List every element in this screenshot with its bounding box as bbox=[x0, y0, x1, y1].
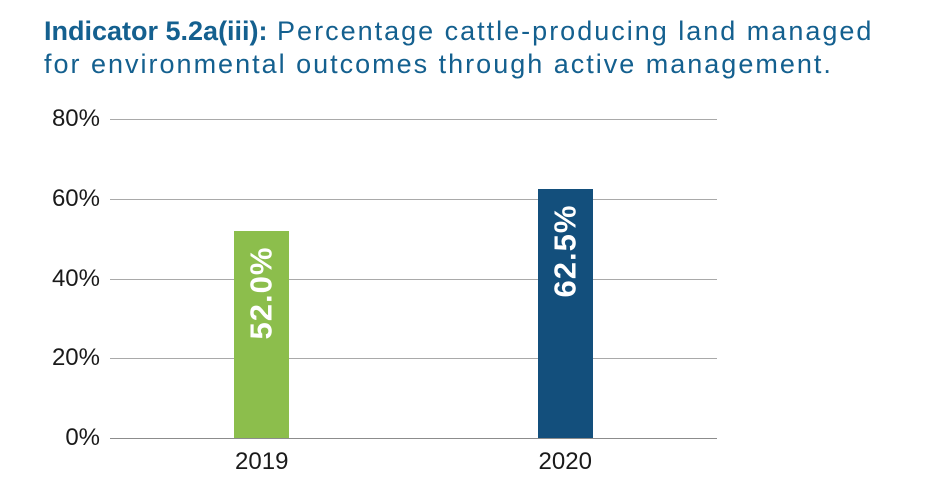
chart-title-bold: Indicator 5.2a(iii): bbox=[44, 16, 268, 46]
gridline-60% bbox=[110, 198, 717, 200]
bar-2020: 62.5% bbox=[537, 188, 593, 438]
bar-value-label: 52.0% bbox=[243, 246, 279, 340]
y-axis-tick-label: 60% bbox=[51, 184, 100, 212]
y-axis-tick-label: 0% bbox=[65, 424, 100, 451]
y-axis-tick-label: 80% bbox=[51, 105, 100, 132]
gridline-40% bbox=[110, 278, 717, 280]
y-axis-tick-label: 40% bbox=[51, 264, 100, 292]
y-axis-tick-label: 20% bbox=[51, 344, 100, 372]
x-axis-tick-label: 2019 bbox=[235, 448, 289, 475]
gridline-20% bbox=[110, 358, 717, 360]
chart-title-line1: Percentage cattle-producing land managed bbox=[267, 16, 874, 46]
bar-2019: 52.0% bbox=[234, 230, 290, 438]
bar-value-label: 62.5% bbox=[547, 204, 583, 298]
chart-title: Indicator 5.2a(iii): Percentage cattle-p… bbox=[44, 15, 924, 81]
x-axis-tick-label: 2020 bbox=[538, 448, 592, 475]
chart-title-line2: for environmental outcomes through activ… bbox=[44, 49, 833, 79]
gridline-0% bbox=[110, 438, 717, 439]
gridline-80% bbox=[110, 119, 717, 120]
